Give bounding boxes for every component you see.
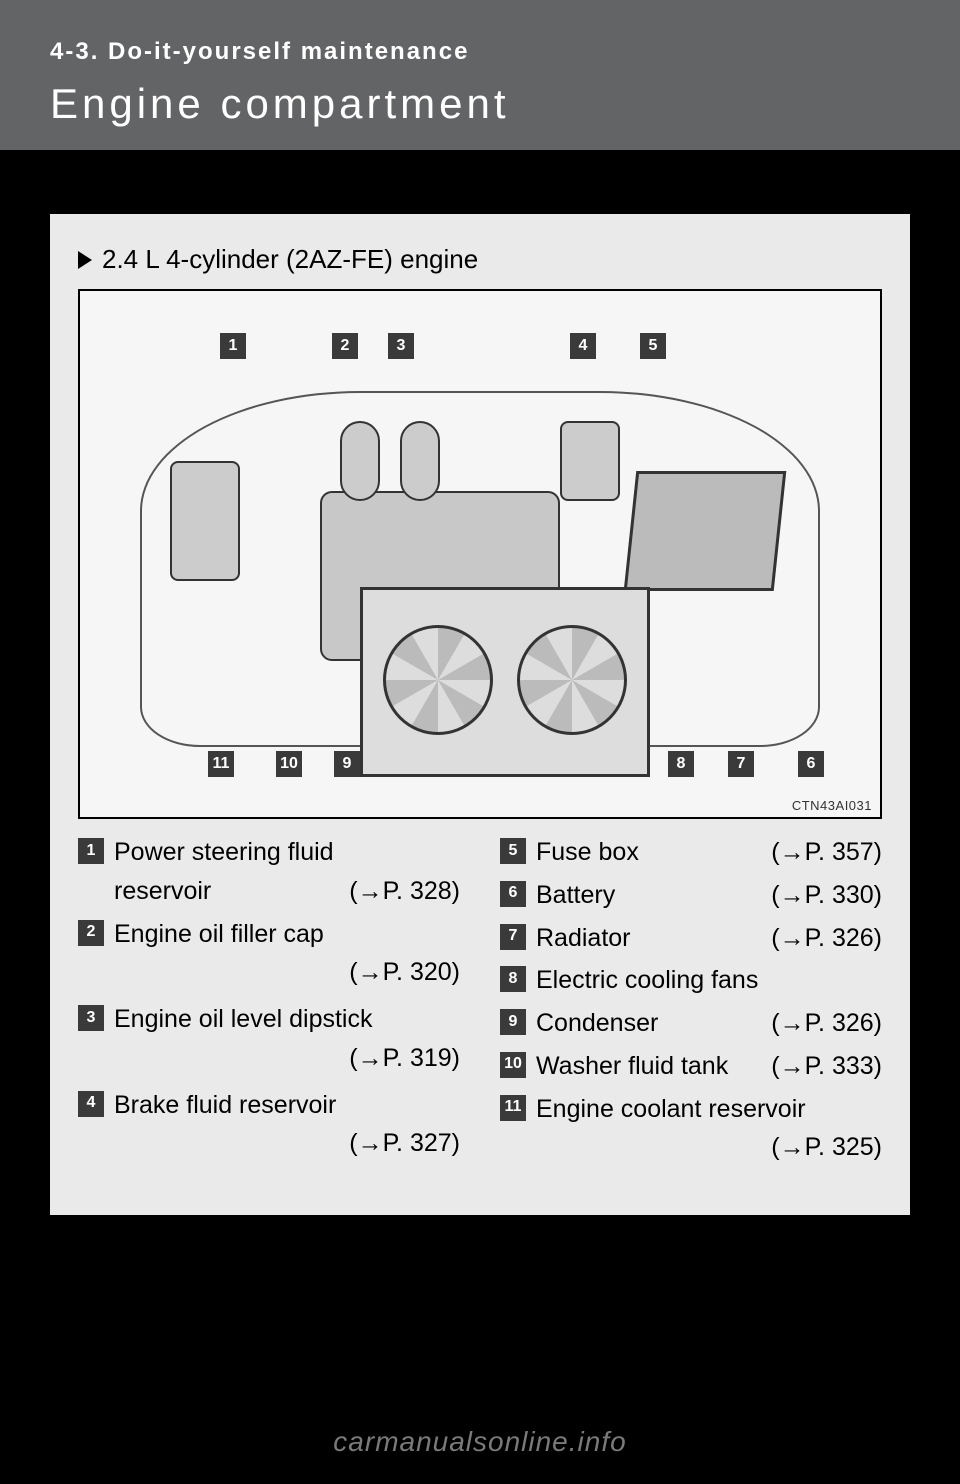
diagram-callout-2: 2: [332, 333, 358, 359]
legend-item-2: 2 Engine oil filler cap(→P. 320): [78, 915, 460, 997]
legend-text: Engine coolant reservoir(→P. 325): [536, 1090, 882, 1172]
diagram-callout-7: 7: [728, 751, 754, 777]
page-ref: (→P. 325): [536, 1128, 882, 1167]
diagram-callout-6: 6: [798, 751, 824, 777]
legend-text: Engine oil level dipstick(→P. 319): [114, 1000, 460, 1082]
triangle-bullet-icon: [78, 251, 92, 269]
legend-text: Condenser(→P. 326): [536, 1004, 882, 1043]
page-ref: (→P. 326): [771, 919, 882, 958]
legend-text: Washer fluid tank(→P. 333): [536, 1047, 882, 1086]
diagram-callout-10: 10: [276, 751, 302, 777]
legend-number-icon: 5: [500, 838, 526, 864]
legend-number-icon: 10: [500, 1052, 526, 1078]
legend-item-4: 4 Brake fluid reservoir(→P. 327): [78, 1086, 460, 1168]
legend-number-icon: 4: [78, 1091, 104, 1117]
legend-number-icon: 1: [78, 838, 104, 864]
engine-label-row: 2.4 L 4-cylinder (2AZ-FE) engine: [78, 244, 882, 275]
page-ref: (→P. 330): [771, 876, 882, 915]
page-ref: (→P. 326): [771, 1004, 882, 1043]
legend-number-icon: 3: [78, 1005, 104, 1031]
legend-item-8: 8 Electric cooling fans: [500, 961, 882, 1000]
legend-column-right: 5 Fuse box(→P. 357) 6 Battery(→P. 330) 7 Radi…: [500, 833, 882, 1175]
page-ref: (→P. 319): [114, 1039, 460, 1078]
legend-column-left: 1Power steering fluidreservoir(→P. 328)2…: [78, 833, 460, 1175]
legend-number-icon: 7: [500, 924, 526, 950]
page-ref: (→P. 333): [771, 1047, 882, 1086]
legend-item-7: 7 Radiator(→P. 326): [500, 919, 882, 958]
legend-item-5: 5 Fuse box(→P. 357): [500, 833, 882, 872]
diagram-callout-3: 3: [388, 333, 414, 359]
page-ref: (→P. 357): [771, 833, 882, 872]
legend-item-3: 3 Engine oil level dipstick(→P. 319): [78, 1000, 460, 1082]
page-ref: (→P. 328): [349, 872, 460, 911]
page-ref: (→P. 327): [114, 1124, 460, 1163]
diagram-callout-1: 1: [220, 333, 246, 359]
watermark: carmanualsonline.info: [0, 1426, 960, 1458]
legend-item-11: 11 Engine coolant reservoir(→P. 325): [500, 1090, 882, 1172]
legend-number-icon: 9: [500, 1009, 526, 1035]
page-ref: (→P. 320): [114, 953, 460, 992]
legend-text: Brake fluid reservoir(→P. 327): [114, 1086, 460, 1168]
legend-item-10: 10 Washer fluid tank(→P. 333): [500, 1047, 882, 1086]
diagram-callout-11: 11: [208, 751, 234, 777]
section-label: 4-3. Do-it-yourself maintenance: [50, 38, 910, 66]
diagram-code: CTN43AI031: [792, 798, 872, 813]
legend-text: Radiator(→P. 326): [536, 919, 882, 958]
legend-text: Fuse box(→P. 357): [536, 833, 882, 872]
legend-number-icon: 6: [500, 881, 526, 907]
legend-number-icon: 2: [78, 920, 104, 946]
legend-number-icon: 8: [500, 966, 526, 992]
content-box: 2.4 L 4-cylinder (2AZ-FE) engine 1234511…: [50, 214, 910, 1215]
legend-number-icon: 11: [500, 1095, 526, 1121]
diagram-callout-8: 8: [668, 751, 694, 777]
diagram-callout-4: 4: [570, 333, 596, 359]
page-title: Engine compartment: [50, 80, 910, 128]
engine-label: 2.4 L 4-cylinder (2AZ-FE) engine: [102, 244, 478, 275]
legend-text: Battery(→P. 330): [536, 876, 882, 915]
page: 4-3. Do-it-yourself maintenance Engine c…: [0, 0, 960, 1484]
diagram-callout-5: 5: [640, 333, 666, 359]
legend-text: Power steering fluidreservoir(→P. 328): [114, 833, 460, 911]
legend-item-1: 1 Power steering fluidreservoir(→P. 328): [78, 833, 460, 911]
legend-item-9: 9 Condenser(→P. 326): [500, 1004, 882, 1043]
legend-text: Engine oil filler cap(→P. 320): [114, 915, 460, 997]
engine-diagram: 1 2 3 4 5 11 10 9 8 7 6 CTN43AI031: [78, 289, 882, 819]
legend-item-6: 6 Battery(→P. 330): [500, 876, 882, 915]
page-header: 4-3. Do-it-yourself maintenance Engine c…: [0, 0, 960, 150]
diagram-callout-9: 9: [334, 751, 360, 777]
engine-sketch: [140, 391, 820, 747]
legend-text: Electric cooling fans: [536, 961, 882, 1000]
legend: 1Power steering fluidreservoir(→P. 328)2…: [78, 833, 882, 1175]
